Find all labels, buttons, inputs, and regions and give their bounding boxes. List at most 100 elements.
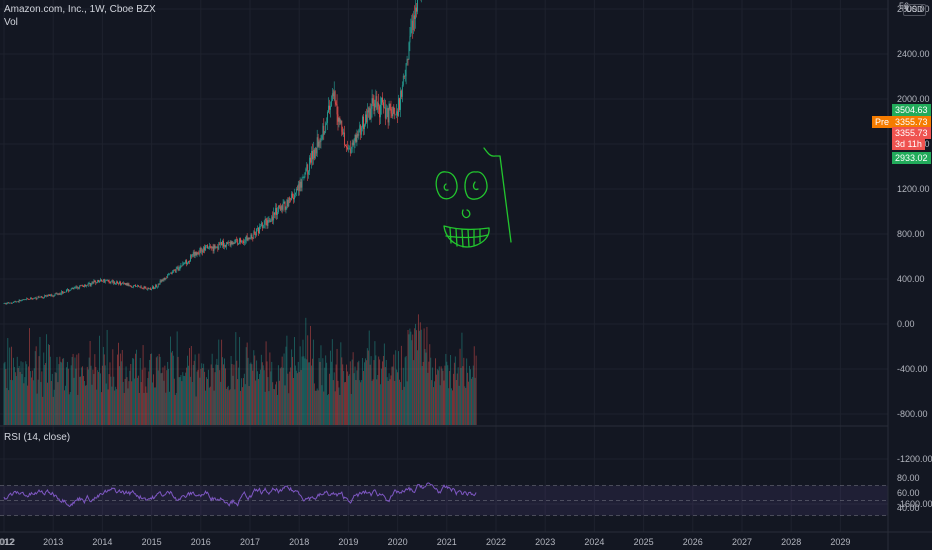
candle: [49, 294, 51, 297]
symbol-title[interactable]: Amazon.com, Inc., 1W, Cboe BZX: [4, 4, 156, 15]
volume-bar: [81, 367, 83, 425]
volume-bar: [343, 371, 345, 425]
candle: [141, 287, 143, 289]
candle: [60, 292, 62, 296]
volume-bar: [310, 325, 312, 425]
candle: [113, 279, 115, 286]
volume-bar: [428, 361, 430, 425]
volume-bar: [167, 361, 169, 425]
candle: [368, 106, 370, 121]
rsi-label[interactable]: RSI (14, close): [4, 432, 71, 443]
volume-bar: [285, 346, 287, 425]
volume-bar: [433, 387, 435, 425]
candle: [89, 282, 91, 287]
candle: [266, 217, 268, 230]
candle: [235, 238, 237, 244]
volume-bar: [264, 391, 266, 425]
candle: [23, 299, 25, 300]
candle: [385, 104, 387, 120]
candle: [228, 242, 230, 243]
candle: [282, 199, 284, 212]
volume-bar: [226, 387, 228, 425]
candle: [10, 302, 12, 304]
volume-bar: [108, 374, 110, 425]
volume-label[interactable]: Vol: [4, 17, 18, 28]
volume-bar: [341, 357, 343, 425]
time-tick-label: 2022: [486, 537, 506, 547]
price-tick-label: 800.00: [897, 229, 925, 239]
candle: [8, 301, 10, 304]
volume-bar: [7, 338, 9, 425]
candle: [126, 282, 128, 286]
volume-bar: [151, 353, 153, 425]
time-axis[interactable]: 2012 2013 2014 2015 2016 2017 2018 2019 2020 2021…: [0, 537, 850, 547]
candle: [223, 238, 224, 250]
candle: [123, 282, 125, 285]
pre-market-badge: 3355.73: [892, 116, 931, 128]
candle: [28, 298, 29, 300]
candle: [50, 293, 52, 297]
candle: [77, 286, 79, 290]
candle: [316, 129, 318, 157]
time-tick-label: 2029: [830, 537, 850, 547]
volume-bar: [52, 396, 54, 425]
currency-button[interactable]: USD: [903, 4, 926, 16]
volume-bar: [165, 392, 167, 425]
volume-bar: [155, 357, 157, 425]
volume-bar: [247, 357, 249, 425]
price-tick-label: 0.00: [897, 319, 915, 329]
volume-bar: [111, 386, 113, 425]
volume-bar: [244, 384, 246, 425]
volume-bar: [387, 380, 389, 425]
candle: [128, 282, 130, 287]
candle: [211, 246, 213, 249]
volume-bar: [96, 389, 98, 425]
volume-bar: [446, 361, 448, 425]
candle: [16, 301, 18, 303]
volume-bar: [277, 365, 279, 425]
candle: [345, 144, 346, 147]
candle: [361, 125, 363, 139]
volume-bar: [475, 355, 477, 425]
candle: [371, 89, 373, 118]
volume-bar: [257, 371, 259, 425]
volume-bar: [113, 376, 115, 425]
volume-bar: [24, 377, 26, 425]
candle: [260, 224, 261, 230]
volume-bar: [112, 349, 114, 425]
price-axis[interactable]: 5200.004800.004400.004000.003600.003200.…: [897, 0, 932, 509]
candle: [152, 285, 153, 289]
volume-bar: [90, 365, 92, 425]
candle: [65, 291, 66, 293]
candle: [178, 266, 180, 271]
volume-bar: [396, 369, 398, 425]
volume-bar: [102, 346, 104, 425]
volume-bar: [106, 329, 108, 425]
volume-bar: [206, 377, 207, 425]
price-tick-label: -800.00: [897, 409, 928, 419]
volume-bar: [34, 351, 36, 425]
volume-bar: [153, 387, 155, 425]
candle: [194, 251, 196, 259]
candle: [94, 279, 96, 283]
candle: [252, 237, 254, 242]
candle: [90, 282, 92, 287]
volume-bar: [171, 352, 172, 425]
volume-bar: [58, 364, 60, 425]
volume-bar: [104, 365, 106, 425]
candle: [214, 243, 216, 250]
volume-bar: [423, 328, 425, 425]
hand-drawn-face[interactable]: [435, 147, 512, 248]
volume-bar: [190, 346, 192, 425]
volume-bar: [431, 380, 433, 425]
candle: [319, 137, 321, 149]
candle: [179, 265, 181, 271]
volume-bar: [46, 334, 48, 425]
volume-bar: [403, 386, 405, 425]
volume-bar: [79, 376, 81, 425]
volume-bar: [399, 379, 400, 425]
volume-bar: [145, 386, 147, 425]
volume-bar: [5, 369, 7, 425]
volume-bar: [252, 370, 254, 425]
